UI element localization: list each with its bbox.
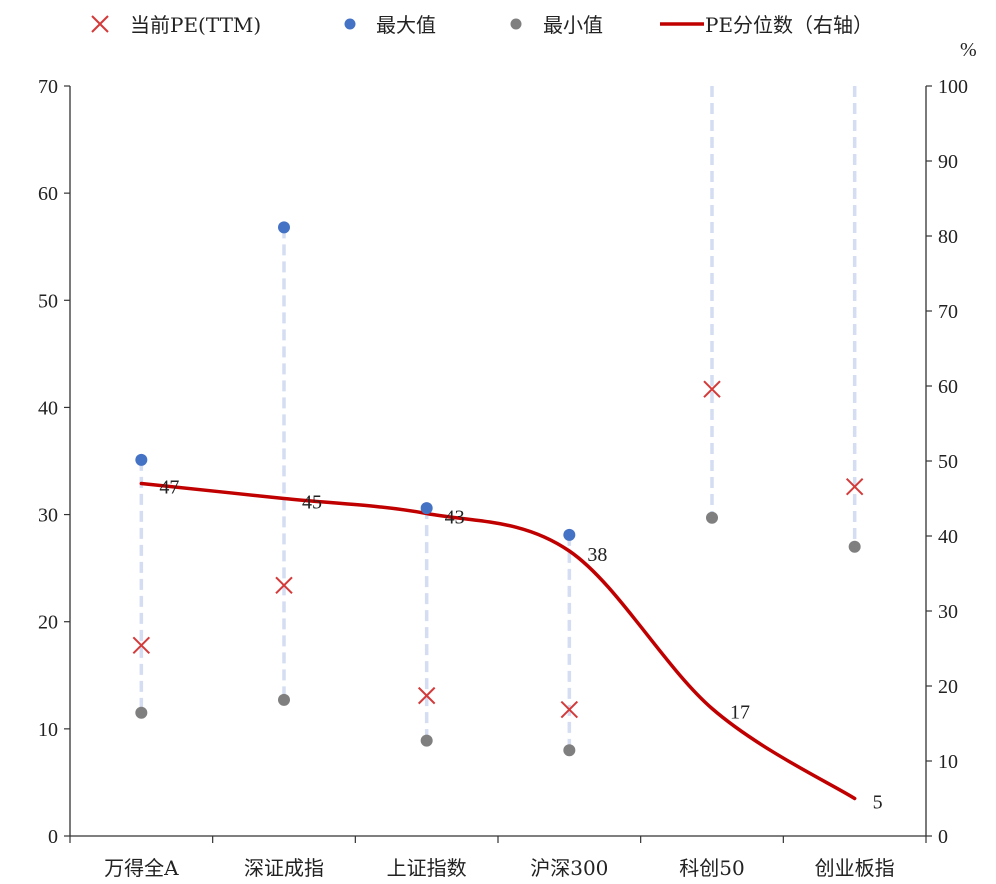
category-label: 创业板指	[815, 856, 895, 880]
x-marker-stroke	[132, 636, 151, 654]
min-point	[135, 706, 148, 719]
right-tick-label: 60	[938, 376, 958, 398]
right-tick-label: 70	[938, 301, 958, 323]
legend: 当前PE(TTM) 最大值 最小值 PE分位数（右轴）	[91, 13, 873, 37]
x-marker-icon	[91, 15, 109, 33]
legend-label-percentile: PE分位数（右轴）	[705, 13, 873, 37]
max-series	[135, 221, 576, 541]
left-tick-label: 40	[38, 397, 58, 419]
min-series	[135, 511, 861, 757]
left-tick-label: 50	[38, 290, 58, 312]
x-marker-stroke	[845, 478, 864, 496]
left-tick-label: 0	[48, 826, 58, 848]
right-tick-label: 30	[938, 601, 958, 623]
legend-label-max: 最大值	[376, 13, 436, 37]
max-point	[135, 453, 148, 466]
x-marker-stroke	[560, 700, 579, 719]
percentile-data-label: 5	[873, 792, 883, 814]
right-tick-label: 50	[938, 451, 958, 473]
percentile-data-labels: 47 45 43 38 17 5	[159, 477, 882, 814]
percentile-data-label: 47	[159, 477, 179, 499]
left-axis-ticks: 0 10 20 30 40 50 60 70	[38, 76, 70, 848]
category-label: 科创50	[679, 856, 744, 880]
category-label: 沪深300	[530, 856, 608, 880]
gray-dot-icon	[510, 18, 522, 30]
right-tick-label: 10	[938, 751, 958, 773]
percentile-series	[139, 481, 857, 801]
category-label: 深证成指	[244, 856, 324, 880]
right-tick-label: 40	[938, 526, 958, 548]
percentile-data-label: 38	[587, 544, 607, 566]
right-tick-label: 80	[938, 226, 958, 248]
x-marker-stroke	[417, 686, 436, 705]
current-pe-point	[275, 576, 293, 594]
category-label: 上证指数	[387, 856, 467, 880]
legend-item-min: 最小值	[510, 13, 603, 37]
legend-item-current-pe: 当前PE(TTM)	[91, 13, 261, 37]
max-point	[278, 221, 290, 234]
category-axis: 万得全A 深证成指 上证指数 沪深300 科创50 创业板指	[69, 836, 927, 880]
max-point	[420, 502, 433, 515]
current-pe-point	[560, 700, 579, 719]
min-point	[563, 744, 576, 757]
x-marker-stroke	[703, 380, 721, 398]
percentile-data-label: 43	[445, 507, 465, 529]
min-point	[706, 511, 718, 524]
current-pe-point	[845, 478, 864, 496]
percentile-data-label: 17	[730, 702, 750, 724]
right-tick-label: 100	[938, 76, 968, 98]
right-axis-unit: %	[960, 39, 977, 61]
legend-item-max: 最大值	[344, 13, 436, 37]
left-tick-label: 10	[38, 719, 58, 741]
right-tick-label: 90	[938, 151, 958, 173]
current-pe-point	[417, 686, 436, 705]
left-tick-label: 30	[38, 505, 58, 527]
current-pe-point	[703, 380, 721, 398]
right-axis-ticks: 0 10 20 30 40 50 60 70 80 90 100	[926, 76, 968, 848]
min-point	[420, 734, 433, 747]
right-tick-label: 0	[938, 826, 948, 848]
range-lines	[139, 86, 857, 751]
left-tick-label: 20	[38, 612, 58, 634]
left-tick-label: 70	[38, 76, 58, 98]
blue-dot-icon	[344, 18, 356, 30]
current-pe-point	[132, 636, 151, 654]
legend-item-percentile: PE分位数（右轴）	[660, 13, 873, 37]
legend-label-min: 最小值	[543, 13, 603, 37]
category-label: 万得全A	[104, 856, 179, 880]
left-tick-label: 60	[38, 183, 58, 205]
percentile-data-label: 45	[302, 492, 322, 514]
max-point	[563, 528, 576, 541]
min-point	[848, 540, 861, 553]
current-pe-series	[132, 380, 864, 719]
percentile-line	[139, 481, 857, 801]
min-point	[278, 693, 290, 706]
legend-label-current-pe: 当前PE(TTM)	[130, 13, 261, 37]
right-tick-label: 20	[938, 676, 958, 698]
x-marker-stroke	[275, 576, 293, 594]
